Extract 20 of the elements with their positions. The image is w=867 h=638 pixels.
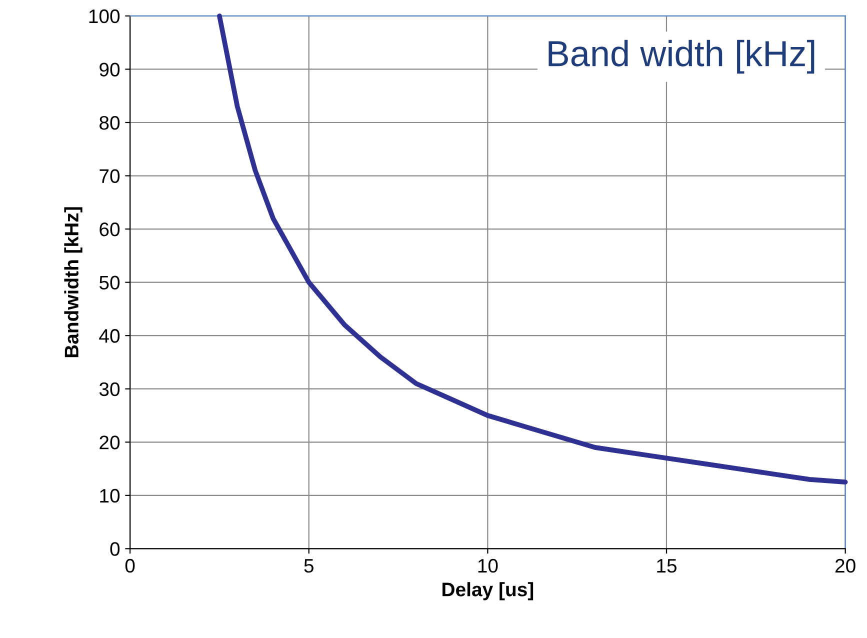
- x-tick-label: 0: [125, 558, 135, 573]
- line-series: [217, 14, 848, 485]
- x-tick-label: 15: [657, 559, 677, 573]
- y-tick-label: 30: [99, 382, 120, 396]
- y-axis-title: Bandwidth [kHz]: [64, 207, 82, 358]
- y-tick-label: 60: [100, 222, 120, 236]
- x-tick-label: 10: [478, 558, 498, 573]
- y-tick-label: 20: [100, 436, 120, 450]
- y-tick-label: 80: [100, 116, 120, 130]
- text: Band width [kHz]: [548, 40, 814, 74]
- y-tick-label: 50: [99, 276, 120, 290]
- y-tick-label: 100: [89, 9, 120, 24]
- y-tick-label: 70: [100, 169, 120, 184]
- x-tick-label: 5: [304, 559, 314, 573]
- y-tick-label: 0: [110, 542, 120, 556]
- y-tick-label: 90: [100, 62, 120, 76]
- y-tick-label: 40: [99, 329, 120, 343]
- x-tick-label: 20: [835, 558, 856, 573]
- x-axis-title: Delay [us]: [442, 582, 534, 600]
- y-tick-label: 10: [100, 488, 120, 503]
